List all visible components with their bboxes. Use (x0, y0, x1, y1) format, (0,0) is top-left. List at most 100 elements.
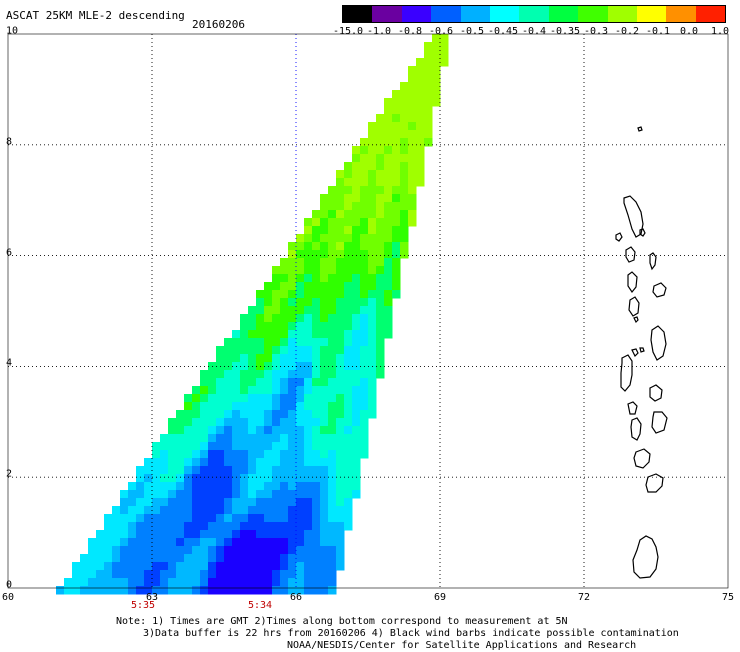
swath-cell (368, 250, 377, 259)
swath-cell (112, 554, 121, 563)
swath-cell (400, 234, 409, 243)
swath-cell (352, 322, 361, 331)
swath-cell (200, 402, 209, 411)
swath-cell (248, 394, 257, 403)
swath-cell (312, 346, 321, 355)
swath-cell (136, 562, 145, 571)
swath-cell (272, 490, 281, 499)
swath-cell (224, 394, 233, 403)
swath-cell (352, 218, 361, 227)
swath-cell (272, 394, 281, 403)
swath-cell (408, 170, 417, 179)
swath-cell (208, 402, 217, 411)
swath-cell (64, 578, 73, 587)
swath-cell (224, 570, 233, 579)
swath-cell (296, 386, 305, 395)
swath-cell (312, 466, 321, 475)
swath-cell (416, 146, 425, 155)
swath-cell (224, 538, 233, 547)
swath-cell (256, 442, 265, 451)
swath-cell (344, 306, 353, 315)
swath-cell (272, 402, 281, 411)
swath-cell (400, 114, 409, 123)
swath-cell (352, 346, 361, 355)
swath-cell (360, 378, 369, 387)
swath-cell (192, 490, 201, 499)
swath-cell (304, 506, 313, 515)
swath-cell (264, 538, 273, 547)
swath-cell (232, 458, 241, 467)
swath-cell (368, 130, 377, 139)
swath-cell (248, 506, 257, 515)
swath-cell (256, 538, 265, 547)
swath-cell (312, 258, 321, 267)
swath-cell (336, 418, 345, 427)
swath-cell (328, 322, 337, 331)
swath-cell (216, 354, 225, 363)
swath-cell (232, 514, 241, 523)
swath-cell (416, 130, 425, 139)
swath-cell (344, 402, 353, 411)
swath-cell (376, 130, 385, 139)
colorbar-label: -0.6 (428, 26, 454, 37)
swath-cell (264, 386, 273, 395)
swath-cell (256, 570, 265, 579)
swath-cell (104, 578, 113, 587)
swath-cell (200, 570, 209, 579)
swath-cell (80, 554, 89, 563)
swath-cell (208, 474, 217, 483)
swath-cell (104, 514, 113, 523)
swath-cell (280, 522, 289, 531)
swath-cell (120, 530, 129, 539)
swath-cell (368, 194, 377, 203)
swath-cell (392, 106, 401, 115)
swath-cell (320, 410, 329, 419)
swath-cell (208, 386, 217, 395)
swath-cell (312, 210, 321, 219)
swath-cell (384, 322, 393, 331)
swath-cell (248, 338, 257, 347)
swath-cell (152, 562, 161, 571)
swath-cell (360, 170, 369, 179)
swath-cell (224, 522, 233, 531)
swath-cell (328, 562, 337, 571)
swath-cell (144, 570, 153, 579)
swath-cell (296, 410, 305, 419)
swath-cell (136, 466, 145, 475)
swath-cell (432, 50, 441, 59)
swath-cell (416, 106, 425, 115)
swath-cell (232, 402, 241, 411)
swath-cell (280, 538, 289, 547)
swath-cell (392, 250, 401, 259)
swath-cell (368, 210, 377, 219)
swath-cell (312, 314, 321, 323)
swath-cell (392, 138, 401, 147)
swath-cell (368, 402, 377, 411)
swath-cell (208, 410, 217, 419)
swath-cell (344, 378, 353, 387)
swath-cell (160, 570, 169, 579)
mle-swath-cells (56, 34, 449, 595)
swath-cell (376, 330, 385, 339)
swath-cell (240, 490, 249, 499)
swath-cell (168, 586, 177, 595)
swath-cell (112, 562, 121, 571)
swath-cell (272, 466, 281, 475)
x-tick-label: 72 (577, 592, 591, 603)
swath-cell (328, 274, 337, 283)
swath-cell (272, 322, 281, 331)
swath-cell (272, 522, 281, 531)
swath-cell (336, 378, 345, 387)
swath-cell (336, 490, 345, 499)
swath-cell (344, 482, 353, 491)
swath-cell (344, 442, 353, 451)
swath-cell (256, 394, 265, 403)
swath-cell (376, 202, 385, 211)
swath-cell (328, 410, 337, 419)
swath-cell (288, 242, 297, 251)
swath-cell (288, 290, 297, 299)
swath-cell (296, 338, 305, 347)
swath-cell (200, 434, 209, 443)
swath-cell (344, 282, 353, 291)
